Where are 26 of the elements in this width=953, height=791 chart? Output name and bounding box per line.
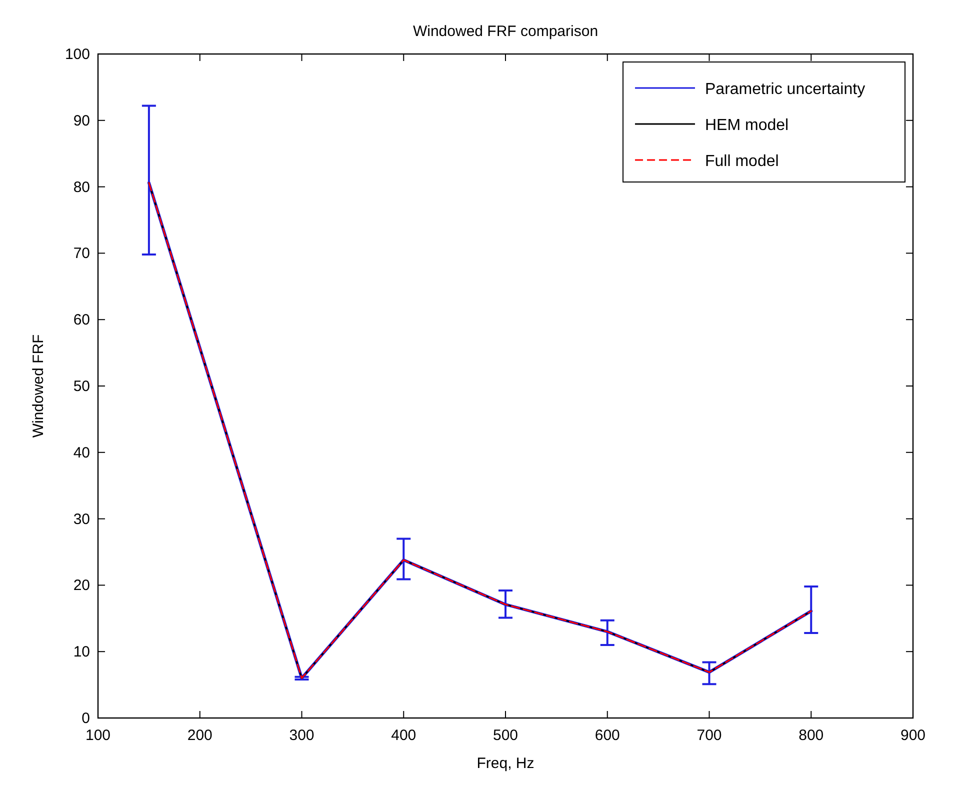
legend-label: HEM model [705, 117, 789, 134]
y-tick-label: 80 [73, 178, 90, 196]
y-tick-label: 0 [82, 710, 90, 727]
x-tick-label: 200 [187, 727, 212, 744]
x-axis-title: Freq, Hz [476, 755, 534, 772]
legend-label: Full model [705, 153, 779, 170]
x-tick-label: 600 [594, 727, 620, 744]
y-tick-label: 10 [73, 644, 90, 661]
y-axis-title: Windowed FRF [30, 334, 47, 438]
y-tick-label: 90 [73, 112, 90, 130]
y-tick-label: 100 [64, 46, 90, 63]
x-tick-label: 300 [289, 727, 314, 744]
y-tick-label: 50 [73, 378, 90, 395]
x-tick-label: 100 [85, 727, 111, 744]
x-tick-label: 400 [391, 727, 416, 744]
y-tick-label: 20 [73, 577, 90, 594]
y-tick-label: 40 [73, 444, 90, 462]
x-tick-label: 800 [798, 727, 824, 744]
y-tick-label: 60 [73, 312, 90, 329]
y-tick-label: 30 [73, 510, 90, 528]
x-tick-label: 700 [696, 727, 722, 744]
chart-title: Windowed FRF comparison [412, 23, 598, 40]
x-tick-label: 500 [492, 727, 518, 744]
x-tick-label: 900 [900, 727, 926, 744]
y-tick-label: 70 [73, 245, 90, 262]
legend-label: Parametric uncertainty [705, 81, 866, 98]
